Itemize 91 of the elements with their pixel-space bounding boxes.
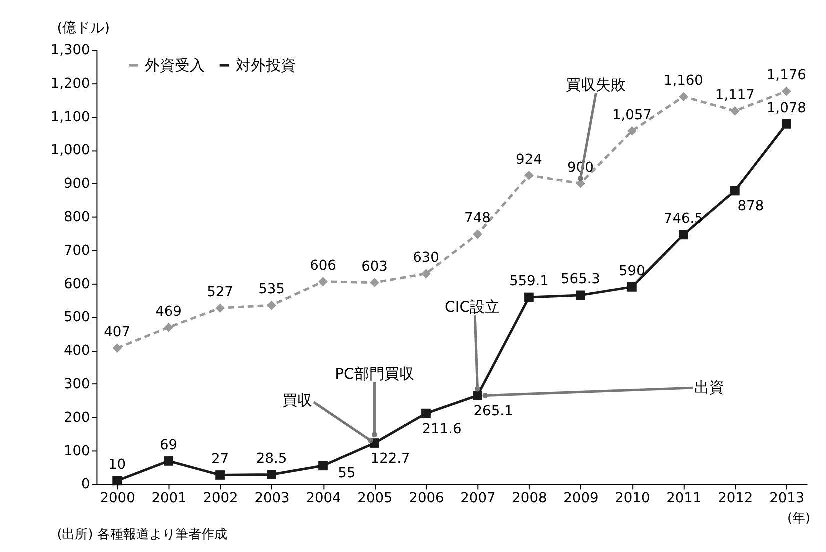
data-label: 469 <box>156 304 182 320</box>
annotation: 買収 <box>282 392 313 410</box>
x-tick-label: 2006 <box>409 490 444 507</box>
point <box>164 322 174 332</box>
data-label: 1,160 <box>664 72 704 89</box>
point <box>318 461 328 471</box>
point <box>370 278 380 288</box>
data-label: 559.1 <box>509 274 549 290</box>
point <box>628 126 637 136</box>
point <box>730 106 740 116</box>
y-tick-label: 100 <box>64 443 90 460</box>
data-label: 211.6 <box>422 421 462 438</box>
x-tick-label: 2013 <box>770 490 805 507</box>
text: (出所) 各種報道より筆者作成 <box>57 528 228 543</box>
data-label: 565.3 <box>560 272 600 288</box>
y-tick-label: 700 <box>64 242 90 259</box>
data-label: 1,176 <box>766 68 806 84</box>
point <box>216 304 225 313</box>
point <box>422 269 431 279</box>
data-label: 748 <box>464 210 491 227</box>
y-tick-label: 0 <box>82 476 90 493</box>
point <box>216 470 225 480</box>
x-tick-label: 2011 <box>666 490 702 507</box>
data-label: 27 <box>212 451 230 468</box>
y-axis-title: (億ドル) <box>57 20 110 36</box>
annotation: 出資 <box>694 379 724 396</box>
annotation: CIC設立 <box>445 299 500 316</box>
data-label: 55 <box>338 466 356 482</box>
x-tick-label: 2002 <box>203 490 238 507</box>
x-tick-label: 2012 <box>718 490 754 507</box>
point <box>782 86 792 96</box>
y-tick-label: 1,200 <box>50 76 90 92</box>
data-label: 122.7 <box>370 451 410 468</box>
point <box>678 230 688 240</box>
data-label: 28.5 <box>256 450 288 467</box>
point <box>112 344 122 353</box>
x-tick-label: 2004 <box>306 490 342 507</box>
x-tick-label: 2008 <box>512 490 548 507</box>
point <box>267 300 276 310</box>
x-tick-label: 2007 <box>460 490 496 507</box>
y-tick-label: 1,100 <box>50 109 90 126</box>
data-label: 746.5 <box>664 211 704 228</box>
data-label: 630 <box>413 250 440 266</box>
legend-label: 外資受入 <box>145 58 206 75</box>
y-tick-label: 1,000 <box>50 142 90 159</box>
y-tick-label: 300 <box>64 376 90 392</box>
point <box>524 292 534 302</box>
data-label: 590 <box>619 263 646 280</box>
point <box>318 277 328 287</box>
point <box>576 290 586 300</box>
y-tick-label: 200 <box>64 410 90 426</box>
point <box>164 456 174 466</box>
y-tick-label: 1,300 <box>50 42 90 58</box>
data-label: 924 <box>516 152 542 168</box>
y-tick-label: 800 <box>64 209 90 226</box>
data-label: 1,117 <box>715 87 755 104</box>
data-label: 603 <box>362 259 388 276</box>
point <box>473 230 482 240</box>
data-label: 1,057 <box>612 107 652 124</box>
data-label: 878 <box>738 198 764 215</box>
point <box>473 391 482 400</box>
point <box>782 120 792 129</box>
data-label: 1,078 <box>766 100 806 116</box>
annotation: PC部門買収 <box>335 366 414 383</box>
data-label: 69 <box>160 437 178 454</box>
annotation: 買収失敗 <box>566 77 626 94</box>
point <box>628 282 637 292</box>
point <box>422 408 431 418</box>
x-tick-label: 2001 <box>152 490 187 507</box>
data-label: 527 <box>207 284 234 300</box>
point <box>524 170 534 180</box>
point <box>267 470 276 480</box>
data-label: 606 <box>310 258 336 274</box>
y-tick-label: 400 <box>64 343 90 360</box>
x-tick-label: 2003 <box>254 490 290 507</box>
point <box>678 92 688 102</box>
x-tick-label: 2010 <box>615 490 650 507</box>
x-axis-title: (年) <box>788 512 811 527</box>
point <box>730 186 740 196</box>
data-label: 265.1 <box>474 403 514 420</box>
data-label: 407 <box>104 324 130 340</box>
data-label: 10 <box>108 457 126 474</box>
y-tick-label: 900 <box>64 176 90 192</box>
x-tick-label: 2009 <box>564 490 599 507</box>
x-tick-label: 2000 <box>100 490 136 507</box>
y-tick-label: 600 <box>64 276 90 292</box>
legend-label: 対外投資 <box>236 58 296 75</box>
y-tick-label: 500 <box>64 310 90 326</box>
data-label: 535 <box>258 282 285 298</box>
x-tick-label: 2005 <box>358 490 393 507</box>
point <box>112 476 122 486</box>
